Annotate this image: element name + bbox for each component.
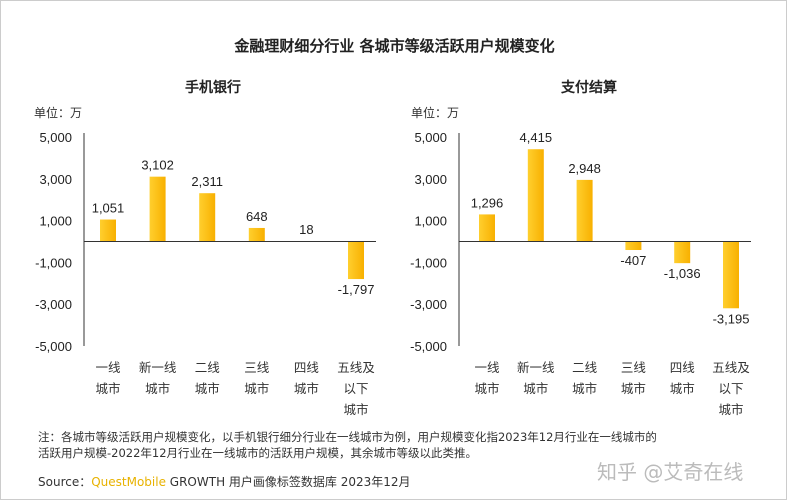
y-tick-label: 1,000 [39, 214, 72, 229]
figure-title: 金融理财细分行业 各城市等级活跃用户规模变化 [234, 37, 555, 55]
x-tick-label: 四线 [294, 360, 320, 375]
x-tick-label: 城市 [670, 381, 695, 396]
unit-label-right: 单位：万 [411, 106, 460, 120]
x-tick-label: 城市 [621, 381, 646, 396]
bar [723, 241, 739, 309]
y-tick-label: -3,000 [35, 297, 72, 312]
x-tick-label: 二线 [572, 360, 598, 375]
data-label: 2,311 [191, 174, 223, 189]
x-tick-label: 新一线 [139, 360, 177, 375]
source-brand: QuestMobile [91, 475, 166, 489]
y-tick-label: 5,000 [39, 130, 72, 145]
data-label: -3,195 [713, 311, 750, 326]
x-tick-label: 一线 [95, 360, 121, 375]
data-label: -407 [620, 253, 646, 268]
x-tick-label: 以下 [718, 381, 743, 396]
x-tick-label: 城市 [294, 381, 319, 396]
x-tick-label: 城市 [718, 402, 743, 417]
bar [479, 214, 495, 242]
data-label: 3,102 [141, 158, 174, 173]
y-tick-label: 5,000 [414, 130, 447, 145]
y-tick-label: -1,000 [35, 255, 72, 270]
x-tick-label: 以下 [343, 381, 368, 396]
data-label: 1,051 [92, 201, 125, 216]
x-tick-label: 五线及 [712, 360, 750, 375]
data-label: 4,415 [520, 130, 553, 145]
y-tick-label: 1,000 [414, 214, 447, 229]
footnote-line-2: 活跃用户规模-2022年12月行业在一线城市的活跃用户规模，其余城市等级以此类推… [38, 446, 478, 460]
y-tick-label: 3,000 [414, 172, 447, 187]
bar [674, 241, 691, 264]
x-tick-label: 城市 [343, 402, 368, 417]
y-tick-label: -5,000 [410, 339, 447, 354]
unit-label-left: 单位：万 [34, 106, 83, 120]
data-label: 18 [299, 222, 313, 237]
bar [348, 241, 364, 280]
source-prefix: Source： [38, 475, 92, 489]
x-tick-label: 一线 [474, 360, 500, 375]
data-label: 1,296 [471, 195, 504, 210]
y-tick-label: -3,000 [410, 297, 447, 312]
x-tick-label: 四线 [670, 360, 696, 375]
bar [149, 176, 166, 242]
bar [248, 227, 265, 242]
bar [576, 179, 593, 242]
chart-title-mobile-banking: 手机银行 [185, 80, 241, 96]
y-tick-label: 3,000 [39, 172, 72, 187]
x-tick-label: 新一线 [517, 360, 555, 375]
x-tick-label: 城市 [523, 381, 548, 396]
x-tick-label: 城市 [145, 381, 170, 396]
source-line: Source：QuestMobile GROWTH 用户画像标签数据库 2023… [38, 473, 411, 490]
bar [199, 193, 216, 242]
x-tick-label: 三线 [621, 360, 647, 375]
source-rest: GROWTH 用户画像标签数据库 2023年12月 [165, 475, 411, 489]
data-label: -1,797 [338, 282, 375, 297]
watermark: 知乎 @艾奇在线 [597, 460, 744, 484]
bar [625, 241, 642, 251]
x-tick-label: 二线 [195, 360, 221, 375]
x-tick-label: 城市 [95, 381, 120, 396]
data-label: -1,036 [664, 266, 701, 281]
bar [100, 219, 116, 242]
chart-title-payment: 支付结算 [561, 80, 617, 96]
y-tick-label: -1,000 [410, 255, 447, 270]
x-tick-label: 五线及 [337, 360, 375, 375]
y-tick-label: -5,000 [35, 339, 72, 354]
data-label: 2,948 [568, 161, 601, 176]
x-tick-label: 城市 [244, 381, 269, 396]
x-tick-label: 三线 [244, 360, 270, 375]
bar [527, 149, 544, 242]
x-tick-label: 城市 [572, 381, 597, 396]
x-tick-label: 城市 [195, 381, 220, 396]
data-label: 648 [246, 209, 268, 224]
x-tick-label: 城市 [474, 381, 499, 396]
footnote-line-1: 注：各城市等级活跃用户规模变化，以手机银行细分行业在一线城市为例，用户规模变化指… [38, 430, 657, 444]
